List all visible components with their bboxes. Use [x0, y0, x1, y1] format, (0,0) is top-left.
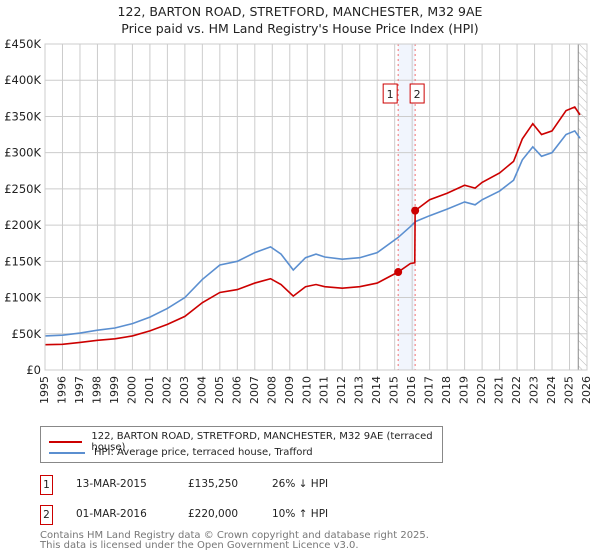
transaction-label-box: [382, 83, 398, 104]
transaction-label: 2: [414, 88, 421, 101]
x-tick-label: 2006: [230, 376, 243, 404]
y-tick-label: £150K: [4, 254, 41, 268]
x-tick-label: 2002: [160, 376, 173, 404]
x-tick-label: 2022: [510, 376, 523, 404]
x-tick-label: 2019: [458, 376, 471, 404]
transaction-label-box: [409, 83, 425, 104]
x-tick-label: 2010: [300, 376, 313, 404]
x-tick-label: 2004: [195, 376, 208, 404]
transaction-row: 2 01-MAR-2016 £220,000 10% ↑ HPI: [40, 505, 600, 525]
transaction-marker-2: 2: [40, 505, 53, 525]
chart-subtitle: Price paid vs. HM Land Registry's House …: [121, 21, 479, 36]
transaction-date: 13-MAR-2015: [76, 478, 147, 490]
transaction-band: [398, 44, 416, 370]
hpi-series-line: [44, 129, 581, 337]
y-tick-label: £400K: [4, 73, 41, 87]
legend-label-hpi: HPI: Average price, terraced house, Traf…: [94, 447, 313, 458]
transaction-hpi: 26% ↓ HPI: [272, 478, 329, 490]
x-tick-label: 1999: [108, 376, 121, 404]
x-tick-label: 2011: [318, 376, 331, 404]
x-tick-label: 1998: [90, 376, 103, 404]
chart-title: 122, BARTON ROAD, STRETFORD, MANCHESTER,…: [117, 4, 483, 19]
y-tick-label: £0: [26, 363, 41, 377]
x-tick-label: 2013: [353, 376, 366, 404]
legend: 122, BARTON ROAD, STRETFORD, MANCHESTER,…: [40, 426, 443, 463]
x-tick-label: 2023: [528, 376, 541, 404]
y-tick-label: £450K: [4, 37, 41, 51]
plot-area: 1995 1996 1997 1998 1999 2000 2001 2002 2003 2004…: [4, 37, 593, 404]
y-tick-label: £200K: [4, 218, 41, 232]
forecast-hatch: [578, 44, 587, 370]
x-tick-label: 2018: [440, 376, 453, 404]
x-tick-label: 2001: [143, 376, 156, 404]
transaction-hpi: 10% ↑ HPI: [272, 508, 329, 520]
transaction-price: £135,250: [188, 478, 239, 490]
transaction-label: 1: [387, 88, 394, 101]
y-tick-label: £50K: [12, 327, 42, 341]
transaction-date: 01-MAR-2016: [76, 508, 147, 520]
x-tick-label: 2015: [388, 376, 401, 404]
x-tick-label: 2017: [423, 376, 436, 404]
x-tick-label: 2014: [370, 376, 383, 404]
x-tick-label: 2008: [265, 376, 278, 404]
x-tick-label: 2016: [405, 376, 418, 404]
y-tick-label: £100K: [4, 291, 41, 305]
footer-line: Contains HM Land Registry data © Crown c…: [40, 530, 429, 541]
legend-swatch-property: [49, 441, 83, 443]
legend-swatch-hpi: [49, 451, 85, 454]
x-tick-label: 1997: [73, 376, 86, 404]
x-tick-label: 2005: [213, 376, 226, 404]
x-tick-label: 2026: [580, 376, 593, 404]
transaction-price: £220,000: [188, 508, 239, 520]
x-tick-label: 2021: [493, 376, 506, 404]
transaction-point: [394, 268, 403, 277]
x-tick-label: 2007: [248, 376, 261, 404]
y-tick-label: £350K: [4, 109, 41, 123]
x-tick-label: 2020: [475, 376, 488, 404]
footer: Contains HM Land Registry data © Crown c…: [40, 531, 429, 551]
transaction-marker-1: 1: [40, 475, 53, 495]
legend-label-property: 122, BARTON ROAD, STRETFORD, MANCHESTER,…: [91, 431, 433, 453]
property-series-line: [44, 106, 581, 346]
x-tick-label: 2025: [563, 376, 576, 404]
x-tick-label: 2024: [545, 376, 558, 404]
x-tick-label: 1995: [38, 376, 51, 404]
y-tick-label: £250K: [4, 182, 41, 196]
plot-frame: [44, 43, 588, 371]
x-tick-label: 2009: [283, 376, 296, 404]
footer-line: This data is licensed under the Open Gov…: [40, 540, 359, 551]
transaction-row: 1 13-MAR-2015 £135,250 26% ↓ HPI: [40, 475, 600, 495]
x-tick-label: 2003: [178, 376, 191, 404]
x-tick-label: 1996: [55, 376, 68, 404]
x-tick-label: 2000: [125, 376, 138, 404]
y-tick-label: £300K: [4, 146, 41, 160]
transaction-point: [411, 206, 420, 215]
x-tick-label: 2012: [335, 376, 348, 404]
